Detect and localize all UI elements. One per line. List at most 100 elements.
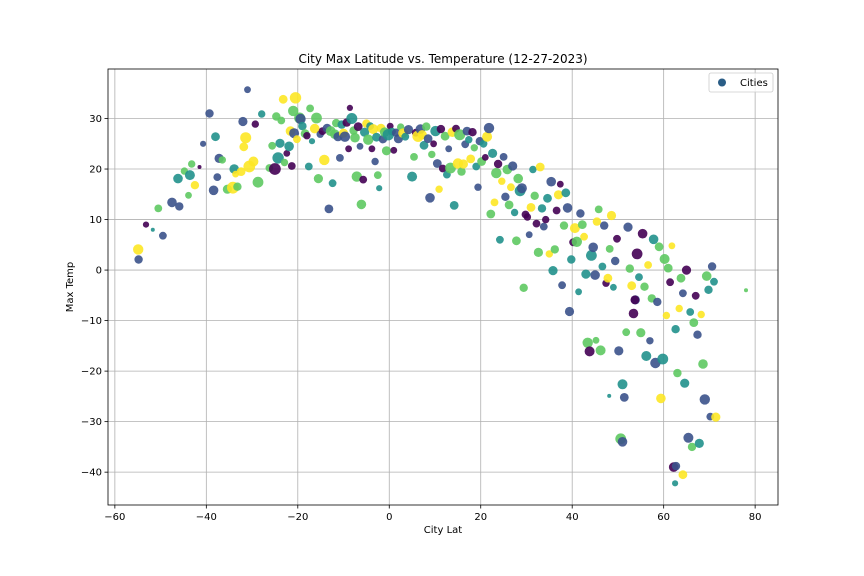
city-point (438, 164, 447, 173)
city-point (699, 394, 710, 405)
city-point (558, 281, 566, 290)
city-point (636, 328, 646, 338)
city-point (545, 250, 553, 258)
x-tick-label: −40 (196, 512, 217, 523)
city-point (744, 288, 748, 293)
city-point (510, 208, 519, 217)
city-point (710, 277, 718, 286)
city-point (278, 94, 288, 104)
plot-frame (107, 68, 779, 506)
city-point (381, 146, 392, 156)
city-point (605, 245, 614, 253)
city-point (529, 165, 537, 174)
city-point (496, 235, 504, 244)
city-point (353, 122, 363, 131)
city-point (436, 124, 446, 134)
x-tick-label: 20 (474, 512, 487, 523)
y-tick-label: 30 (89, 114, 102, 125)
city-point (631, 248, 643, 260)
city-point (376, 185, 383, 192)
city-point (275, 138, 285, 148)
city-point (289, 92, 302, 104)
x-tick-label: −60 (104, 512, 125, 523)
city-point (586, 250, 597, 261)
city-point (454, 129, 466, 141)
x-tick-label: 80 (749, 512, 762, 523)
city-point (368, 145, 376, 153)
city-point (581, 269, 591, 279)
city-point (640, 282, 649, 291)
city-point (208, 185, 219, 196)
city-point (491, 167, 502, 179)
city-point (134, 255, 143, 264)
city-point (600, 221, 609, 230)
city-point (571, 236, 582, 247)
city-point (507, 183, 515, 192)
city-point (543, 193, 552, 203)
city-point (308, 138, 316, 145)
city-point (205, 109, 214, 118)
city-point (268, 141, 277, 150)
city-point (607, 393, 612, 398)
city-point (401, 132, 410, 141)
city-point (422, 122, 431, 131)
city-point (707, 262, 717, 271)
city-point (666, 278, 674, 287)
city-point (360, 127, 370, 137)
city-point (698, 359, 708, 369)
city-point (435, 185, 443, 193)
city-point (679, 289, 687, 298)
city-point (697, 310, 705, 319)
city-point (336, 154, 344, 162)
city-point (519, 283, 528, 292)
city-point (552, 206, 561, 215)
city-point (465, 136, 473, 144)
city-point (303, 132, 311, 140)
city-point (614, 346, 624, 356)
city-point (562, 203, 573, 213)
city-point (284, 141, 294, 152)
y-tick-label: 0 (96, 266, 102, 277)
city-point (686, 308, 695, 316)
city-point (619, 393, 629, 402)
city-point (657, 353, 669, 365)
city-point (280, 158, 289, 167)
x-tick-label: −20 (287, 512, 308, 523)
city-point (542, 215, 550, 224)
city-point (197, 165, 202, 169)
city-point (606, 210, 617, 221)
city-point (309, 123, 320, 134)
city-point (564, 306, 575, 317)
city-point (508, 161, 518, 171)
y-tick-label: −40 (81, 468, 102, 479)
city-point (173, 173, 183, 184)
city-point (311, 112, 322, 124)
city-point (580, 232, 588, 241)
city-point (371, 157, 379, 166)
city-point (295, 113, 306, 125)
city-point (567, 255, 576, 264)
city-point (283, 150, 291, 157)
y-axis-label: Max Temp (65, 262, 76, 313)
city-point (630, 295, 640, 305)
y-tick-label: 10 (89, 215, 102, 226)
city-point (218, 156, 226, 164)
city-point (575, 288, 582, 296)
city-point (646, 337, 654, 345)
city-point (592, 336, 600, 344)
city-point (445, 145, 453, 153)
x-tick-label: 60 (657, 512, 670, 523)
city-point (694, 438, 704, 448)
city-point (656, 393, 666, 404)
city-point (648, 234, 659, 245)
city-point (238, 116, 248, 127)
city-point (269, 163, 281, 175)
city-point (662, 311, 671, 320)
city-point (530, 191, 539, 200)
city-point (675, 304, 683, 313)
city-point (539, 222, 548, 231)
city-point (582, 337, 593, 348)
city-point (498, 177, 506, 185)
chart-title: City Max Latitude vs. Temperature (12-27… (298, 52, 587, 66)
